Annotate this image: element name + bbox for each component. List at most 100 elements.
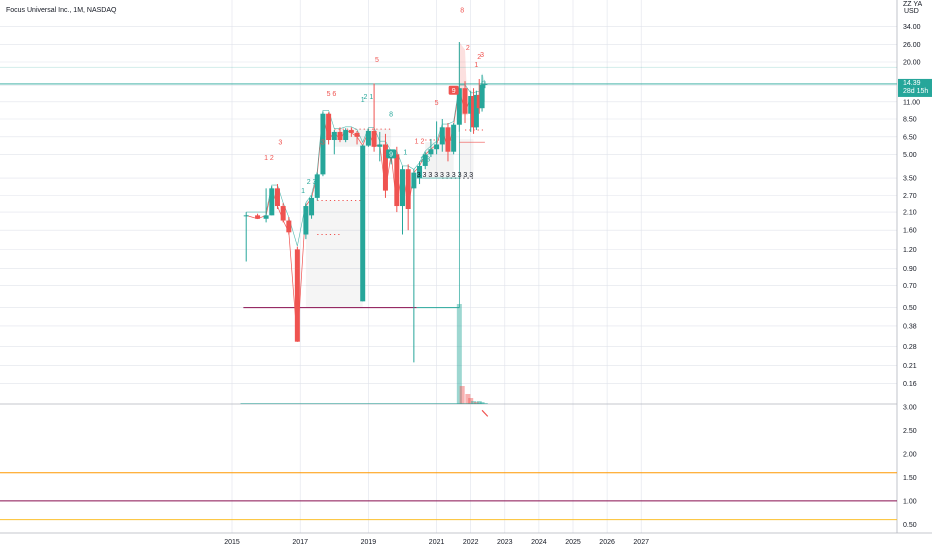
time-tick-label: 2024	[531, 539, 547, 546]
td-label: 3	[480, 52, 484, 59]
price-tick-label: 3.50	[903, 176, 917, 183]
candle-body	[439, 127, 445, 145]
candle	[320, 111, 326, 177]
td-label: 5 6	[327, 91, 337, 98]
price-tick-label: 2.70	[903, 193, 917, 200]
td-label: 3	[278, 139, 282, 146]
candle-body	[411, 172, 417, 189]
price-tick-label: 5.00	[903, 152, 917, 159]
oscillator-line	[481, 409, 489, 417]
price-tick-label: 34.00	[903, 24, 921, 31]
price-tick-label: 1.60	[903, 228, 917, 235]
candle-body	[337, 131, 343, 141]
candle	[445, 123, 451, 162]
candle	[400, 165, 405, 235]
candle-body	[331, 131, 337, 141]
price-tick-label: 0.70	[903, 283, 917, 290]
candle-body	[400, 169, 405, 207]
candle	[482, 81, 488, 89]
indicator-tick-label: 2.00	[903, 451, 917, 458]
candle	[394, 146, 400, 213]
td-label: 1	[301, 188, 305, 195]
td-badge-text: 9	[452, 88, 456, 95]
td-label: 2	[477, 54, 481, 61]
candle-body	[445, 127, 451, 152]
candle-body	[377, 144, 383, 147]
td-label: 3	[321, 139, 325, 146]
candle-body	[428, 149, 434, 155]
price-tick-label: 0.21	[903, 363, 917, 370]
candle	[405, 164, 411, 231]
candle	[326, 112, 332, 145]
time-tick-label: 2026	[599, 539, 615, 546]
candle	[309, 195, 315, 219]
candle-body	[382, 144, 388, 191]
td-label: 1	[474, 62, 478, 69]
time-tick-label: 2019	[361, 539, 377, 546]
price-tick-label: 0.38	[903, 323, 917, 330]
td-count-row: 3 3 3 3 3 3 3 3 3 3	[417, 172, 474, 179]
candle	[354, 130, 360, 145]
td-label: 2 1	[364, 94, 374, 101]
chart-title: Focus Universal Inc., 1M, NASDAQ	[6, 7, 117, 14]
candle-body	[434, 144, 440, 150]
candle	[471, 88, 477, 134]
candle	[377, 131, 383, 162]
price-tick-label: 6.50	[903, 134, 917, 141]
candle	[269, 186, 275, 216]
price-tick-label: 20.00	[903, 60, 921, 67]
td-label: 1	[361, 97, 365, 104]
oscillator-pane	[0, 409, 897, 521]
indicator-tick-label: 3.00	[903, 405, 917, 412]
candle-body	[462, 88, 468, 114]
price-tick-label: 26.00	[903, 42, 921, 49]
candle	[476, 78, 482, 114]
candle-body	[365, 130, 371, 146]
candle-body	[274, 188, 280, 207]
td-label: 5	[375, 57, 379, 64]
td-label: 1 2	[264, 155, 274, 162]
time-tick-label: 2022	[463, 539, 479, 546]
candle	[337, 127, 343, 143]
time-tick-label: 2017	[292, 539, 308, 546]
candle	[468, 90, 474, 132]
last-price-countdown: 28d 15h	[903, 88, 928, 95]
candle-body	[451, 124, 457, 152]
candle	[382, 133, 388, 198]
candle	[294, 246, 300, 342]
candle	[417, 161, 423, 185]
price-tick-label: 0.90	[903, 266, 917, 273]
candle-body	[473, 94, 479, 128]
price-tick-label: 1.20	[903, 247, 917, 254]
cloud-zone	[459, 138, 474, 179]
volume-bar	[459, 386, 465, 404]
candles	[243, 42, 488, 363]
candle	[371, 83, 377, 152]
candle	[331, 130, 337, 155]
volume-bar	[471, 401, 477, 404]
candle-body	[294, 249, 300, 342]
time-tick-label: 2023	[497, 539, 513, 546]
indicator-tick-label: 1.50	[903, 475, 917, 482]
candle-body	[405, 169, 411, 210]
candle	[263, 188, 269, 223]
td-badge-text: 9	[389, 152, 393, 159]
candle-body	[482, 83, 488, 85]
candle-body	[468, 96, 474, 114]
price-tick-label: 8.50	[903, 116, 917, 123]
candle	[255, 213, 261, 219]
cloud-zone	[305, 200, 363, 308]
time-tick-label: 2025	[565, 539, 581, 546]
td-label: 1	[403, 149, 407, 156]
candle-body	[269, 188, 275, 216]
td-label: 5	[435, 100, 439, 107]
candle	[462, 81, 468, 124]
candle	[434, 121, 440, 155]
candle-body	[371, 130, 377, 147]
indicator-tick-label: 1.00	[903, 498, 917, 505]
candle	[280, 203, 286, 223]
candle	[411, 169, 417, 363]
candle-body	[309, 197, 315, 216]
